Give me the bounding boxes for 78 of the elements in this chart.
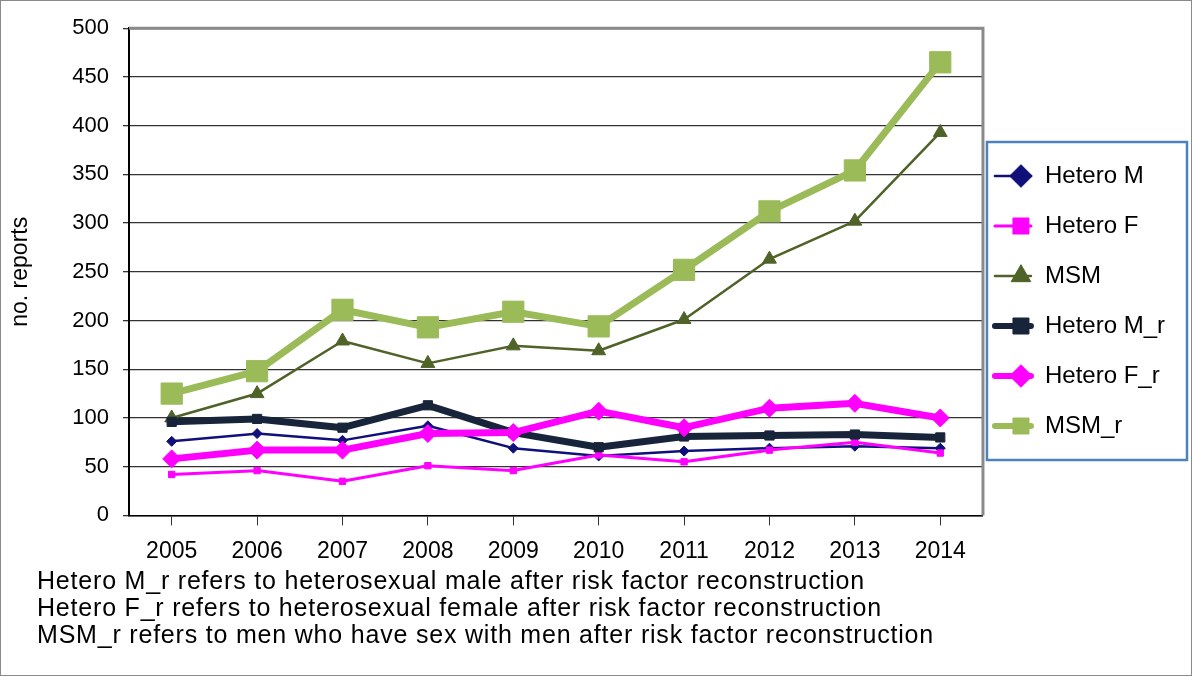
point [507,442,519,454]
y-tick-label: 400 [72,111,109,137]
point [762,250,777,264]
point [758,200,781,223]
y-tick-label: 350 [72,160,109,186]
text: MSM_r refers to men who have sex with men after risk factor reconstruction [37,620,935,648]
y-axis-title: no. reports [6,216,33,327]
x-tick-label: 2008 [402,536,454,563]
text: Hetero F_r refers to heterosexual female after risk factor reconstruction [37,593,883,621]
point [338,477,347,485]
legend-label: MSM [1044,260,1101,288]
point [245,360,269,383]
x-tick-label: 2012 [743,536,796,563]
point [847,212,863,226]
point [160,382,183,405]
point [166,416,177,427]
point [252,413,263,425]
point [849,429,860,440]
point [162,449,182,469]
y-tick-label: 150 [72,355,109,381]
point [930,408,950,428]
x-tick-label: 2007 [316,536,369,563]
point [502,300,525,323]
point [418,424,438,444]
x-tick-label: 2009 [487,536,539,563]
y-tick-label: 0 [96,501,109,527]
point [759,398,779,418]
x-tick-label: 2005 [146,536,198,563]
legend-label: Hetero M [1044,160,1144,188]
point [932,123,948,137]
point [680,458,688,466]
point [843,159,866,182]
point [589,401,609,421]
point [168,470,176,479]
point [676,311,692,325]
point [416,316,439,339]
point [249,385,265,399]
point [936,449,944,457]
y-tick-label: 500 [72,14,109,40]
point [166,435,178,447]
point [424,462,432,470]
y-tick-label: 300 [72,209,109,235]
x-tick-label: 2013 [829,536,881,563]
point [420,354,436,368]
point [337,422,348,433]
point [331,298,354,321]
text: Hetero M_r refers to heterosexual male after risk factor reconstruction [37,566,866,594]
point [764,430,775,441]
point [674,418,694,438]
y-tick-label: 250 [72,257,109,283]
y-tick-label: 200 [72,306,109,332]
x-tick-label: 2011 [659,536,709,563]
y-tick-label: 100 [72,404,109,430]
legend-label: MSM_r [1044,410,1123,438]
legend-label: Hetero F_r [1044,360,1160,388]
point [765,446,774,454]
point [591,342,607,356]
point [422,400,433,411]
point [509,466,517,475]
point [251,428,263,440]
point [845,393,865,413]
legend-label: Hetero F [1044,210,1139,238]
point [247,440,267,460]
point [253,466,261,475]
point [851,438,859,446]
point [929,51,952,74]
y-tick-label: 450 [72,62,109,88]
y-tick-label: 50 [84,452,109,478]
point [935,432,946,443]
point [672,258,696,281]
legend-label: Hetero M_r [1044,310,1166,338]
point [505,337,521,351]
point [593,442,604,453]
point [335,332,350,346]
x-tick-label: 2010 [573,536,625,563]
x-tick-label: 2006 [231,536,283,563]
x-tick-label: 2014 [914,536,967,563]
point [587,315,610,338]
